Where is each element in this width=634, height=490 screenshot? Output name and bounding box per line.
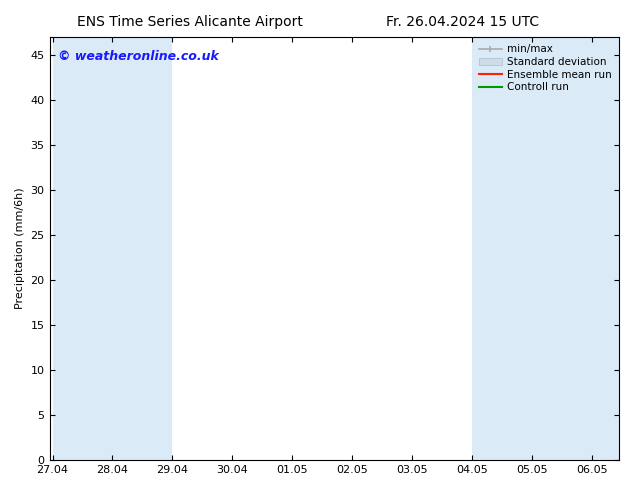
Bar [532,37,592,460]
Bar [112,37,172,460]
Bar [472,37,532,460]
Text: Fr. 26.04.2024 15 UTC: Fr. 26.04.2024 15 UTC [386,15,540,29]
Bar [53,37,112,460]
Text: ENS Time Series Alicante Airport: ENS Time Series Alicante Airport [77,15,303,29]
Text: © weatheronline.co.uk: © weatheronline.co.uk [58,50,219,63]
Y-axis label: Precipitation (mm/6h): Precipitation (mm/6h) [15,188,25,309]
Bar [592,37,619,460]
Legend: min/max, Standard deviation, Ensemble mean run, Controll run: min/max, Standard deviation, Ensemble me… [477,42,614,94]
